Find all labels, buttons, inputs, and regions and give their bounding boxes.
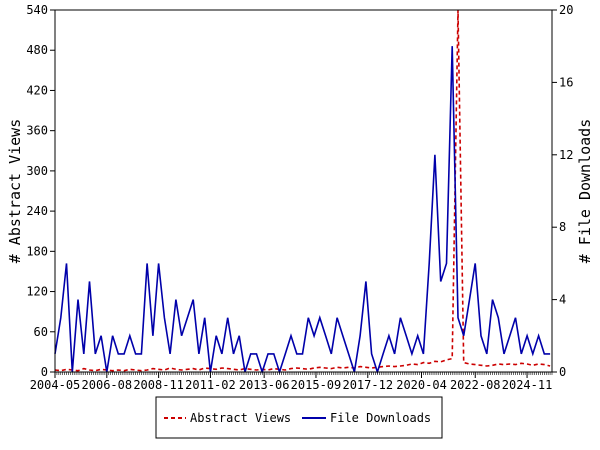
x-tick-label: 2013-06 (239, 378, 290, 392)
left-tick-label: 540 (26, 3, 48, 17)
x-axis: 2004-05 2006-08 2008-11 2011-02 2013-06 2015-… (30, 372, 553, 392)
legend-label-abstract-views: Abstract Views (190, 411, 291, 425)
right-axis-title: # File Downloads (576, 119, 594, 264)
left-axis-title: # Abstract Views (6, 119, 24, 264)
legend-box (155, 396, 443, 439)
left-tick-label: 180 (26, 244, 48, 258)
left-tick-label: 0 (41, 365, 48, 379)
series-line-abstract-views (54, 9, 551, 372)
x-tick-label: 2006-08 (82, 378, 133, 392)
left-tick-label: 360 (26, 124, 48, 138)
x-tick-label: 2024-11 (502, 378, 553, 392)
x-tick-label: 2004-05 (30, 378, 81, 392)
plot-frame (54, 9, 553, 373)
right-tick-label: 16 (559, 75, 573, 89)
left-tick-label: 420 (26, 83, 48, 97)
right-tick-label: 4 (559, 293, 566, 307)
x-tick-label: 2022-08 (450, 378, 501, 392)
x-tick-label: 2011-02 (185, 378, 236, 392)
right-tick-label: 12 (559, 148, 573, 162)
legend: Abstract Views File Downloads (155, 396, 443, 439)
x-tick-label: 2015-09 (291, 378, 342, 392)
right-tick-label: 20 (559, 3, 573, 17)
x-tick-label: 2008-11 (133, 378, 184, 392)
right-tick-label: 0 (559, 365, 566, 379)
plot-area (54, 9, 551, 375)
left-tick-label: 120 (26, 285, 48, 299)
legend-label-file-downloads: File Downloads (330, 411, 431, 425)
x-tick-label: 2020-04 (396, 378, 447, 392)
right-tick-label: 8 (559, 220, 566, 234)
right-y-axis: 0 4 8 12 16 20 (552, 3, 573, 379)
series-line-file-downloads (54, 46, 551, 375)
left-tick-label: 480 (26, 43, 48, 57)
left-tick-label: 60 (34, 325, 48, 339)
left-tick-label: 300 (26, 164, 48, 178)
x-tick-label: 2017-12 (342, 378, 393, 392)
left-tick-label: 240 (26, 204, 48, 218)
left-y-axis: 0 60 120 180 240 300 360 420 480 540 (26, 3, 55, 379)
